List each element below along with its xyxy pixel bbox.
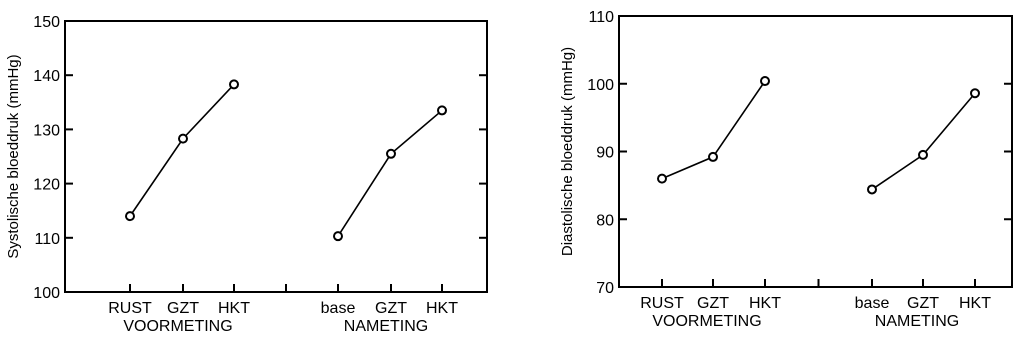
- data-point: [970, 88, 980, 99]
- series-line: [661, 80, 766, 180]
- diastolic-chart: 70 80 90 100 110 Diastolische bloeddruk (mmHg…: [559, 9, 1013, 330]
- data-point: [125, 211, 135, 222]
- data-point: [229, 79, 239, 90]
- plot-frame: [618, 15, 1013, 288]
- x-category-label: base: [855, 295, 890, 312]
- data-point: [918, 149, 928, 160]
- data-point: [437, 105, 447, 116]
- x-category-label: GZT: [907, 295, 939, 312]
- x-category-label: GZT: [375, 300, 407, 317]
- y-tick-label: 100: [33, 285, 60, 302]
- y-tick-label: 110: [588, 9, 614, 26]
- y-tick-label: 140: [33, 68, 60, 85]
- series-line: [129, 83, 235, 217]
- x-category-label: RUST: [640, 295, 684, 312]
- data-point: [760, 76, 770, 87]
- data-point: [386, 148, 396, 159]
- y-tick-label: 80: [596, 212, 614, 229]
- systolic-chart: 100 110 120 130 140 150 Systolische bloeddruk …: [5, 14, 488, 335]
- group-label: VOORMETING: [652, 313, 761, 330]
- x-category-label: HKT: [426, 300, 458, 317]
- group-label: NAMETING: [344, 318, 428, 335]
- x-category-label: base: [321, 300, 356, 317]
- data-point: [333, 231, 343, 242]
- data-point: [708, 151, 718, 162]
- y-tick-label: 120: [33, 177, 60, 194]
- x-category-label: GZT: [167, 300, 199, 317]
- group-label: NAMETING: [875, 313, 959, 330]
- plot-frame: [64, 20, 488, 293]
- y-axis-title: Systolische bloeddruk (mmHg): [5, 54, 22, 258]
- series-line: [871, 92, 976, 191]
- y-tick-label: 150: [33, 14, 60, 31]
- x-category-label: HKT: [749, 295, 781, 312]
- y-tick-label: 110: [34, 231, 60, 248]
- y-tick-label: 90: [596, 145, 614, 162]
- x-category-label: RUST: [108, 300, 152, 317]
- data-point: [657, 173, 667, 184]
- y-tick-label: 100: [587, 77, 614, 94]
- data-point: [178, 133, 188, 144]
- y-tick-label: 70: [596, 280, 614, 297]
- x-category-label: HKT: [218, 300, 250, 317]
- series-line: [337, 109, 443, 237]
- x-category-label: HKT: [959, 295, 991, 312]
- y-axis-title: Diastolische bloeddruk (mmHg): [559, 47, 576, 256]
- x-category-label: GZT: [697, 295, 729, 312]
- y-tick-label: 130: [33, 122, 60, 139]
- data-point: [867, 184, 877, 195]
- group-label: VOORMETING: [123, 318, 232, 335]
